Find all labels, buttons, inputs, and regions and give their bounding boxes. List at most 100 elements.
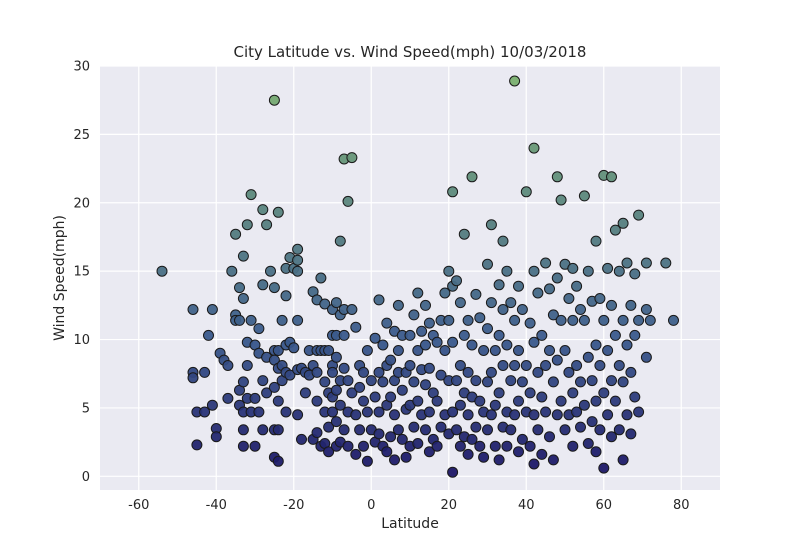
data-point [257,375,269,387]
data-point [431,440,443,452]
data-point [350,409,362,421]
data-point [567,262,579,274]
data-point [237,293,249,304]
data-point [528,265,540,277]
data-point [563,366,575,378]
data-point [509,314,521,326]
data-point [575,421,586,433]
data-point [261,387,273,399]
data-point [454,360,466,371]
data-point [377,376,389,388]
data-point [319,298,331,310]
y-tick-label: 10 [73,333,90,348]
data-point [513,345,524,356]
data-point [226,265,238,277]
data-point [272,206,284,218]
data-point [199,406,211,418]
data-point [602,409,614,421]
data-point [245,189,257,201]
data-point [617,454,629,466]
data-point [578,190,590,202]
data-point [660,257,672,269]
data-point [350,448,362,460]
data-point [423,362,435,374]
data-point [606,171,617,183]
data-point [509,75,521,87]
data-point [613,424,625,436]
data-point [199,366,211,378]
data-point [346,387,358,399]
data-point [389,454,400,466]
data-point [458,228,470,240]
x-tick-label: -20 [283,498,304,513]
y-tick-label: 0 [82,470,90,485]
data-point [571,280,583,292]
data-point [602,345,614,356]
data-point [206,399,218,411]
data-point [443,314,455,326]
data-points [156,75,679,478]
plot-area [100,66,720,490]
data-point [323,345,335,356]
data-point [575,376,586,388]
data-point [396,384,408,396]
data-point [416,325,428,337]
data-point [536,329,548,341]
data-point [466,433,478,445]
data-point [257,279,269,291]
data-point [222,360,234,371]
data-point [497,304,509,315]
data-point [292,254,304,266]
data-point [513,280,524,292]
data-point [358,366,369,378]
data-point [396,433,408,445]
data-point [272,455,284,467]
data-point [598,387,610,399]
y-axis-title: Wind Speed(mph) [52,215,68,341]
data-point [509,409,521,421]
data-point [613,360,625,371]
data-point [571,406,583,418]
data-point [617,217,629,229]
data-point [439,287,451,299]
data-point [369,332,381,344]
data-point [292,243,304,255]
data-point [462,314,474,326]
data-point [373,366,385,378]
data-point [361,406,373,418]
data-point [338,362,350,374]
data-point [590,446,602,458]
data-point [606,375,617,387]
data-point [334,399,346,411]
data-point [358,395,369,407]
data-point [292,409,304,421]
data-point [187,304,199,315]
y-tick-label: 30 [73,60,90,75]
data-point [489,399,501,411]
data-point [505,297,517,309]
x-tick-label: -40 [206,498,227,513]
data-point [400,451,412,463]
data-point [338,424,350,436]
y-tick-labels: 0 5 10 15 20 25 30 [73,60,90,485]
data-point [346,152,358,164]
data-point [544,283,555,295]
data-point [323,446,335,458]
data-point [470,375,482,387]
data-point [257,424,269,436]
data-point [342,195,354,207]
data-point [505,424,517,436]
data-point [420,424,431,436]
x-axis-title: Latitude [381,516,439,532]
data-point [191,439,203,451]
data-point [501,265,513,277]
data-point [520,360,532,371]
data-point [551,354,563,366]
data-point [392,345,404,356]
data-point [466,171,478,183]
data-point [532,424,544,436]
data-point [311,427,323,439]
data-point [501,440,513,452]
data-point [443,265,455,277]
data-point [268,381,280,393]
